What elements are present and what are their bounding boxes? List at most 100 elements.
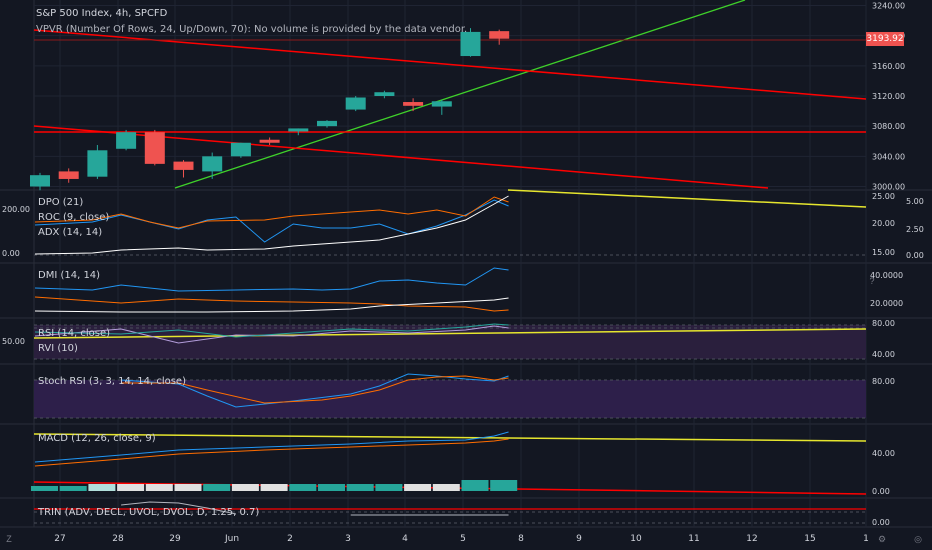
trendline-red-upper — [33, 29, 867, 100]
candle-body — [30, 175, 50, 187]
macd-axis-label: 40.00 — [872, 449, 895, 458]
candle-body — [345, 97, 366, 110]
dpo-axis-label: 15.00 — [872, 248, 895, 257]
price-axis-label: 3120.00 — [872, 92, 905, 101]
macd-histogram-bar — [31, 486, 58, 491]
settings-icon[interactable]: ◎ — [914, 534, 922, 544]
price-axis-label: 3000.00 — [872, 182, 905, 191]
macd-histogram-bar — [461, 480, 489, 491]
rsi-axis-label: 80.00 — [872, 319, 895, 328]
time-axis-label: 9 — [576, 534, 582, 544]
candle-body — [460, 31, 481, 57]
dmi-adx-line — [34, 297, 509, 313]
candle-body — [116, 132, 137, 149]
time-axis-label: 15 — [804, 534, 815, 544]
candle-body — [317, 120, 337, 127]
stoch-d-line — [121, 375, 509, 404]
trendline-yellow — [507, 189, 867, 208]
macd-signal-line — [34, 438, 509, 467]
macd-histogram-bar — [404, 484, 432, 491]
current-price-badge: 3193.92 — [866, 32, 904, 46]
stoch-k-line — [121, 373, 509, 408]
macd-histogram-bar — [318, 484, 345, 491]
chart-title: S&P 500 Index, 4h, SPCFD — [36, 8, 168, 19]
time-axis-label: 28 — [112, 534, 124, 544]
dmi-minus-line — [34, 296, 509, 312]
trendline-red-lower — [33, 125, 769, 189]
help-icon[interactable]: ? — [869, 276, 875, 286]
macd-histogram-bar — [289, 484, 317, 491]
macd-trendline — [33, 433, 867, 442]
stoch-axis-label: 80.00 — [872, 377, 895, 386]
candle-body — [489, 31, 510, 39]
trendline-green — [174, 0, 746, 189]
adx-line — [34, 195, 509, 255]
dpo-axis-label: 20.00 — [872, 219, 895, 228]
price-axis-label: 3160.00 — [872, 62, 905, 71]
dpo-axis-label: 25.00 — [872, 192, 895, 201]
time-axis-label: 11 — [688, 534, 699, 544]
dmi-plus-line — [34, 267, 509, 292]
time-axis-label: 27 — [54, 534, 65, 544]
price-axis-label: 3040.00 — [872, 152, 905, 161]
time-axis-label: 2 — [287, 534, 293, 544]
macd-histogram-bar — [432, 484, 460, 491]
vpvr-legend: VPVR (Number Of Rows, 24, Up/Down, 70): … — [36, 24, 468, 35]
roc-legend: ROC (9, close) — [38, 212, 110, 223]
time-axis-label: Jun — [224, 534, 239, 544]
macd-histogram-bar — [490, 480, 518, 491]
dpo-left-tick-0: 0.00 — [2, 249, 20, 258]
macd-histogram-bar — [231, 484, 259, 491]
time-axis-label: 10 — [630, 534, 642, 544]
candle-body — [173, 161, 194, 170]
gear-icon[interactable]: ⚙ — [877, 534, 887, 544]
stoch-band — [34, 380, 866, 418]
price-axis-label: 3240.00 — [872, 2, 905, 11]
macd-histogram-bar — [260, 484, 288, 491]
candle-body — [144, 132, 165, 164]
macd-histogram-bar — [203, 484, 231, 491]
dpo-legend: DPO (21) — [38, 197, 84, 208]
rvi-legend: RVI (10) — [38, 343, 78, 354]
rvi-line — [34, 323, 509, 338]
trin-axis-label: 0.00 — [872, 518, 890, 527]
rsi-line — [34, 325, 509, 344]
candle-body — [58, 171, 79, 179]
time-axis-label: 4 — [402, 534, 408, 544]
trin-line — [121, 501, 237, 515]
macd-legend: MACD (12, 26, close, 9) — [38, 433, 156, 444]
zoom-icon[interactable]: Z — [6, 534, 12, 544]
macd-histogram-bar — [346, 484, 374, 491]
dmi-legend: DMI (14, 14) — [38, 270, 101, 281]
time-axis-label: 8 — [518, 534, 524, 544]
price-axis-label: 3080.00 — [872, 122, 905, 131]
time-axis-label: 5 — [460, 534, 466, 544]
roc-axis-label: 0.00 — [906, 251, 924, 260]
candle-body — [202, 156, 223, 172]
macd-histogram-bar — [174, 484, 202, 491]
candle-body — [431, 101, 452, 107]
rsi-legend: RSI (14, close) — [38, 328, 111, 339]
rsi-left-tick-50: 50.00 — [2, 337, 25, 346]
roc-line — [34, 196, 509, 229]
time-axis-label: 3 — [345, 534, 351, 544]
roc-axis-label: 2.50 — [906, 225, 924, 234]
macd-histogram-bar — [145, 484, 173, 491]
macd-histogram-bar — [375, 484, 403, 491]
candle-body — [288, 128, 309, 132]
adx-legend: ADX (14, 14) — [38, 227, 103, 238]
candle-body — [87, 150, 108, 177]
candle-body — [230, 142, 251, 157]
dmi-axis-label: 40.0000 — [870, 271, 903, 280]
dmi-axis-label: 20.0000 — [870, 299, 903, 308]
dpo-left-tick-200: 200.00 — [2, 205, 30, 214]
macd-histogram-bar — [117, 484, 145, 491]
time-axis-label: 29 — [169, 534, 181, 544]
candle-body — [374, 92, 395, 96]
rsi-trendline — [33, 328, 867, 339]
trin-legend: TRIN (ADV, DECL, UVOL, DVOL, D, 1.25, 0.… — [38, 507, 260, 518]
time-axis-label: 12 — [746, 534, 757, 544]
rsi-axis-label: 40.00 — [872, 350, 895, 359]
